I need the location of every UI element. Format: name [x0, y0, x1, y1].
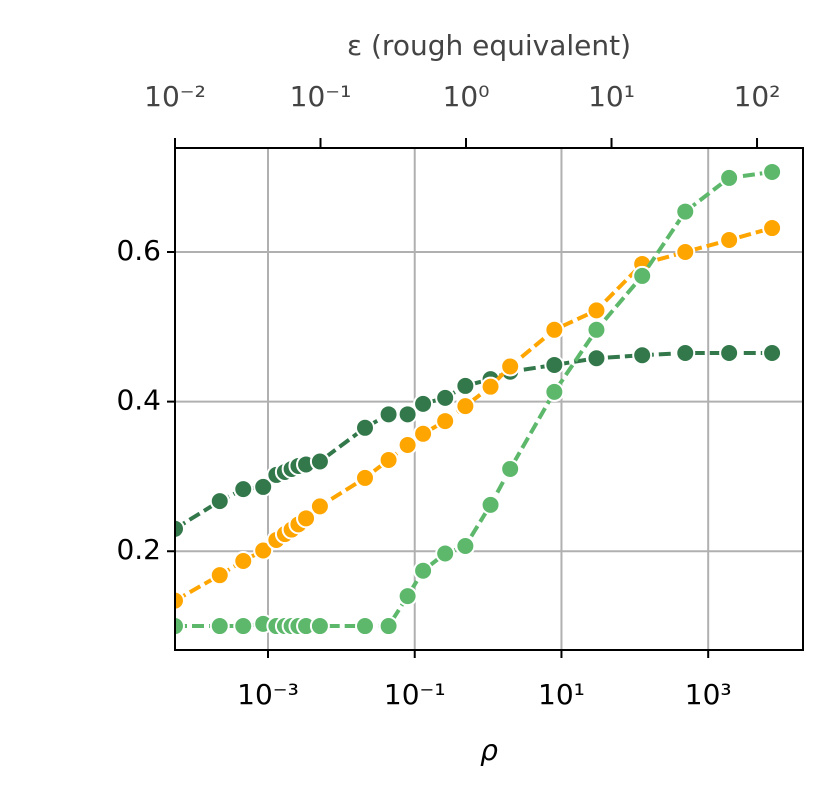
marker [378, 616, 399, 637]
marker [175, 616, 185, 637]
x2-tick-label: 10⁻¹ [290, 80, 352, 113]
y-tick-label: 0.4 [116, 384, 161, 417]
marker [397, 435, 418, 456]
marker [413, 560, 434, 581]
marker [397, 404, 418, 425]
marker [355, 616, 376, 637]
marker [544, 354, 565, 375]
axes-frame [174, 147, 804, 651]
marker [413, 423, 434, 444]
marker [296, 508, 317, 529]
x-axis-label: ρ [480, 734, 498, 767]
marker [253, 476, 274, 497]
plot-area [175, 161, 783, 637]
marker [586, 348, 607, 369]
marker [233, 550, 254, 571]
marker [455, 396, 476, 417]
x2-tick-label: 10¹ [588, 80, 635, 113]
marker [455, 375, 476, 396]
marker [544, 319, 565, 340]
marker [209, 565, 230, 586]
marker [435, 543, 456, 564]
marker [309, 616, 330, 637]
marker [719, 342, 740, 363]
marker [397, 586, 418, 607]
marker [233, 616, 254, 637]
marker [355, 417, 376, 438]
x2-tick-label: 10² [734, 80, 781, 113]
marker [500, 458, 521, 479]
top-axis: ε (rough equivalent) 10⁻² 10⁻¹ 10⁰ 10¹ 10² [144, 29, 780, 148]
x2-tick-label: 10⁻² [144, 80, 206, 113]
x-tick-label: 10³ [685, 678, 732, 711]
marker [413, 393, 434, 414]
x2-axis-label: ε (rough equivalent) [347, 29, 631, 62]
marker [632, 345, 653, 366]
marker [675, 201, 696, 222]
marker [762, 342, 783, 363]
marker [762, 218, 783, 239]
marker [378, 449, 399, 470]
y-tick-label: 0.6 [116, 234, 161, 267]
marker [253, 540, 274, 561]
x2-tick-label: 10⁰ [443, 80, 490, 113]
marker [480, 376, 501, 397]
marker [586, 319, 607, 340]
marker [309, 451, 330, 472]
marker [719, 167, 740, 188]
marker [435, 387, 456, 408]
marker [675, 241, 696, 262]
marker [675, 342, 696, 363]
marker [209, 491, 230, 512]
marker [632, 265, 653, 286]
y-tick-label: 0.2 [116, 533, 161, 566]
marker [175, 590, 185, 611]
x-tick-label: 10⁻³ [237, 678, 299, 711]
marker [435, 411, 456, 432]
series-line [175, 169, 773, 629]
marker [586, 300, 607, 321]
series-line [175, 350, 773, 531]
marker [480, 494, 501, 515]
x-tick-label: 10¹ [538, 678, 585, 711]
marker [355, 467, 376, 488]
marker [544, 381, 565, 402]
marker [378, 404, 399, 425]
marker [500, 356, 521, 377]
marker [762, 161, 783, 182]
marker [209, 616, 230, 637]
marker [233, 479, 254, 500]
marker [175, 518, 185, 539]
x-tick-label: 10⁻¹ [384, 678, 446, 711]
marker [719, 230, 740, 251]
marker [455, 536, 476, 557]
marker [309, 496, 330, 517]
